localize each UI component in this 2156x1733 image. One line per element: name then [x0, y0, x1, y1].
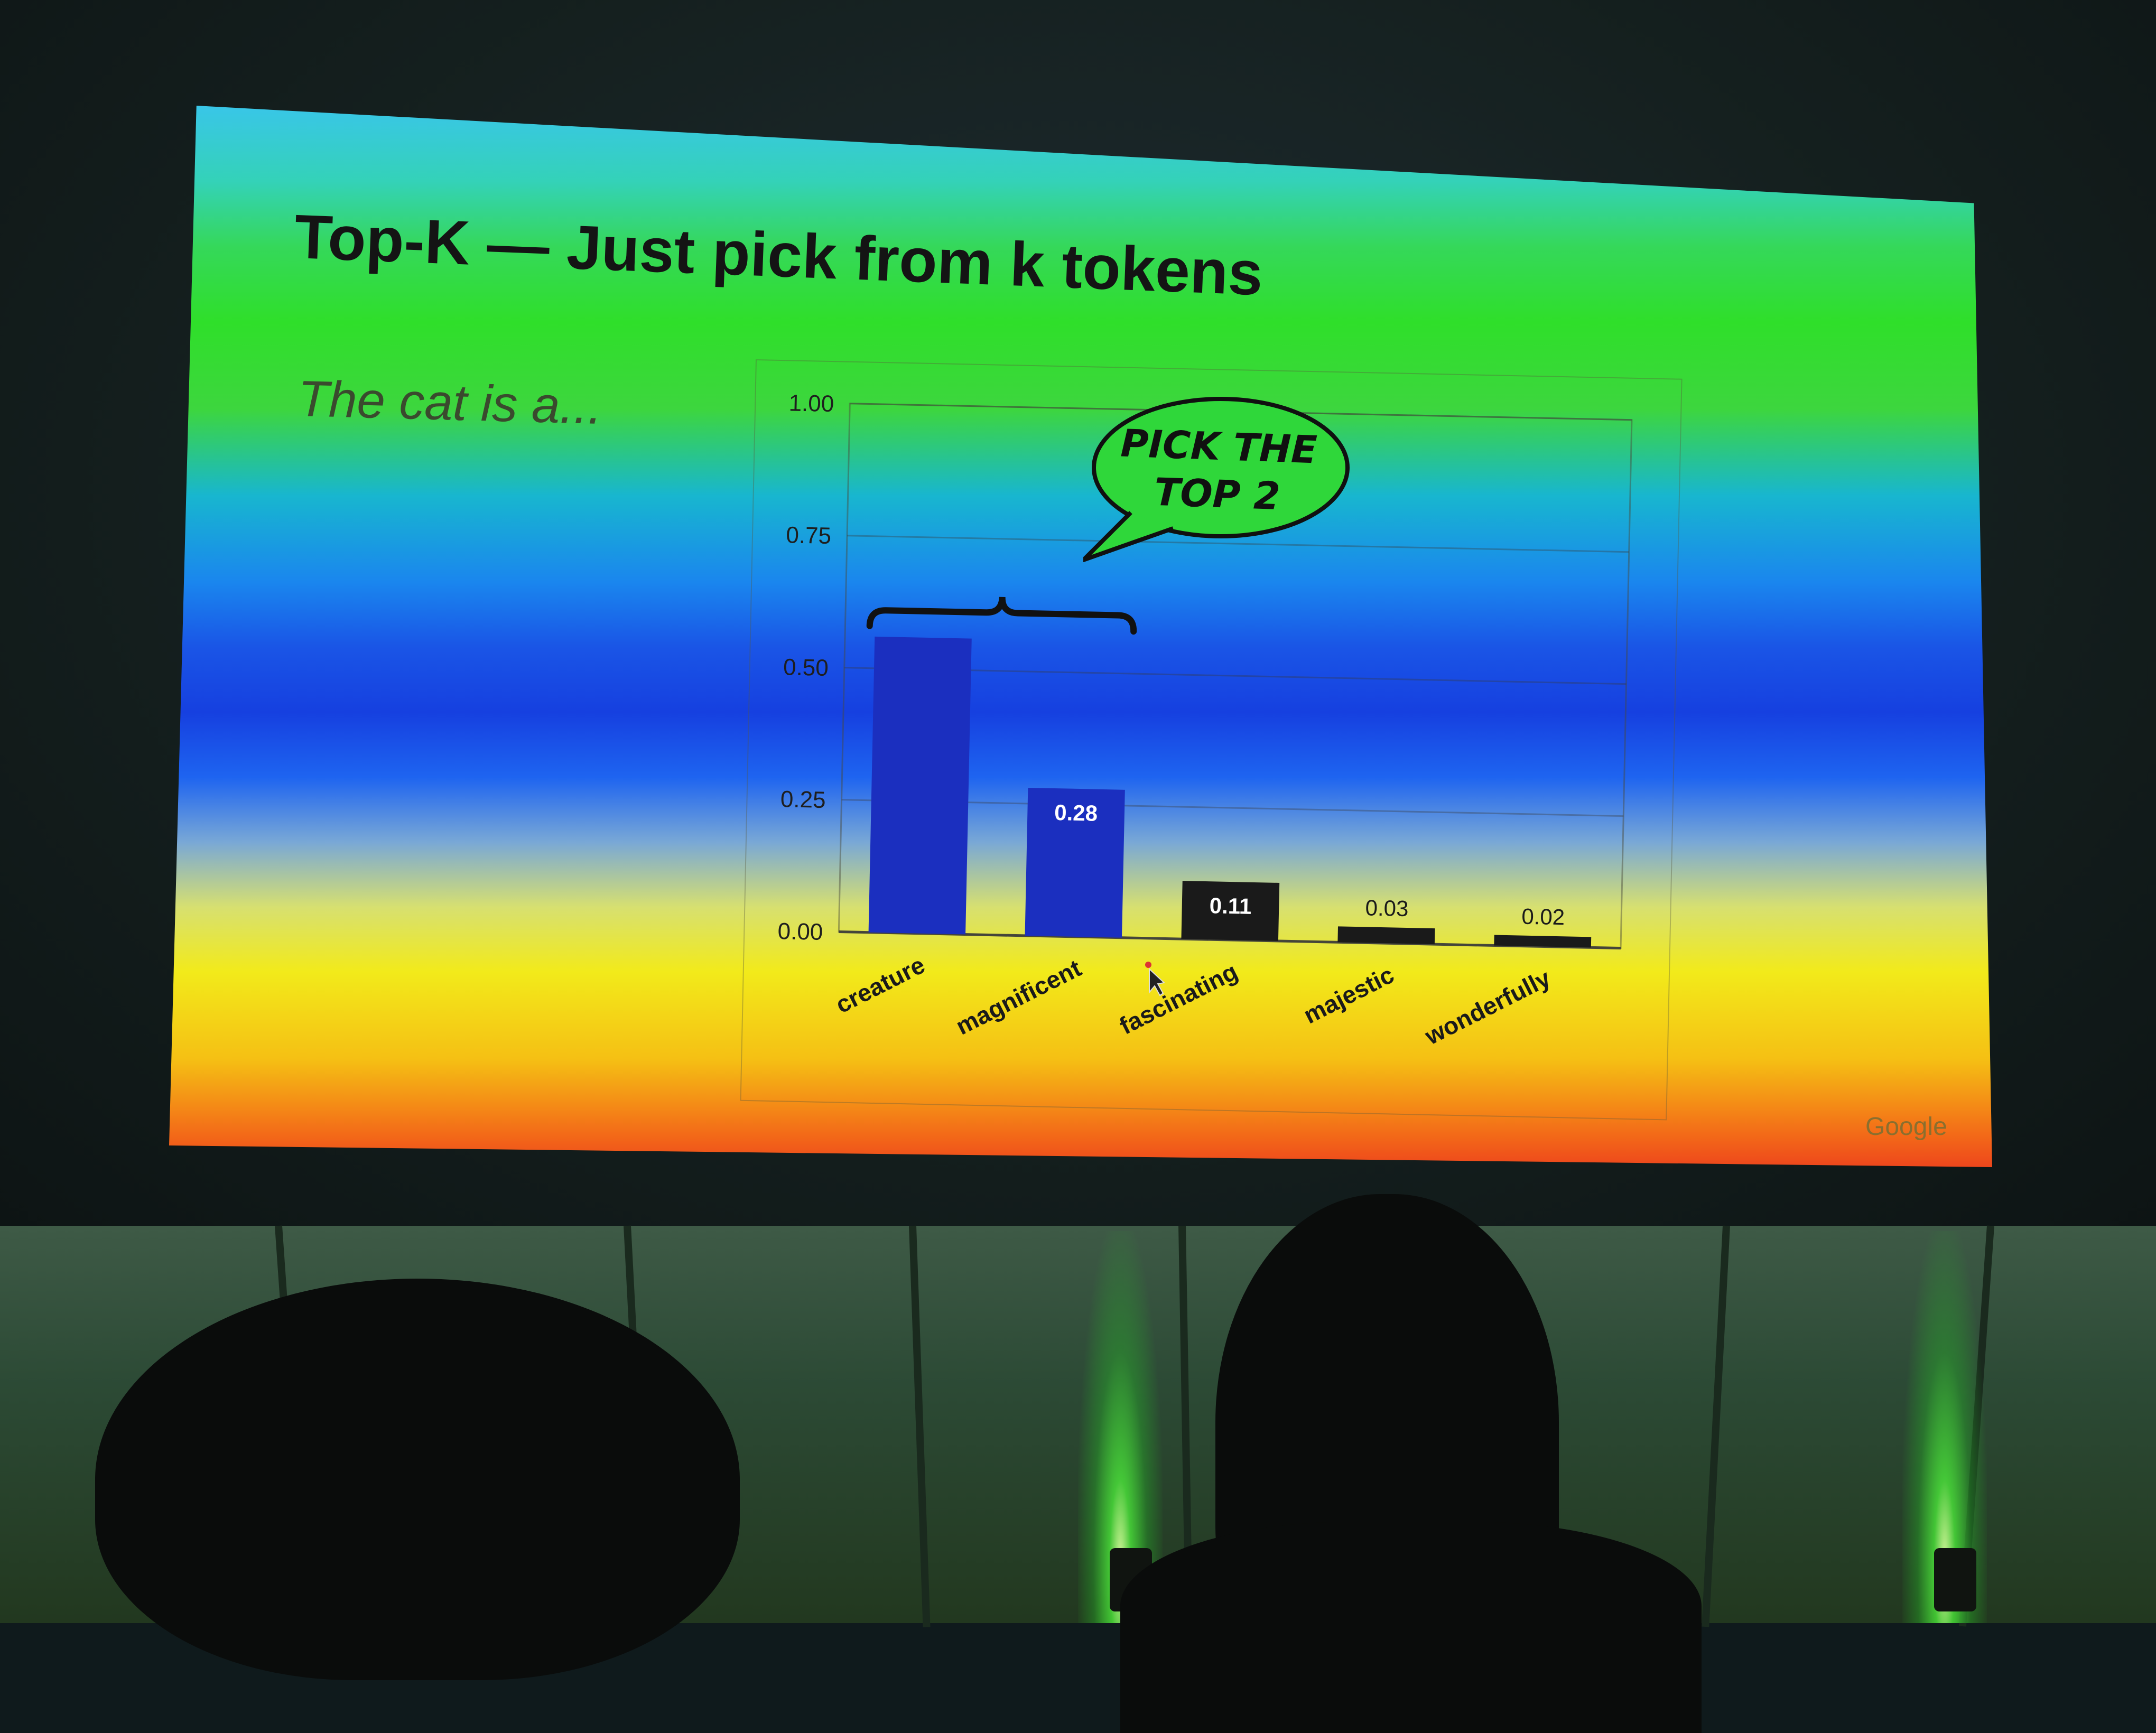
y-tick-label: 1.00	[788, 390, 834, 417]
bar-wonderfully	[1494, 935, 1592, 948]
x-tick-label: fascinating	[1115, 957, 1242, 1040]
floor-lamp	[1934, 1548, 1976, 1611]
prompt-text: The cat is a...	[297, 370, 603, 435]
audience-head-left	[95, 1279, 740, 1680]
y-tick-label: 0.25	[780, 786, 826, 813]
bar-creature	[868, 636, 972, 935]
x-tick-label: magnificent	[951, 954, 1085, 1040]
pointer-cursor-icon	[1145, 962, 1165, 996]
x-tick-label: wonderfully	[1420, 964, 1555, 1050]
gridline	[847, 535, 1629, 553]
bar-majestic	[1337, 926, 1435, 945]
gridline	[841, 799, 1624, 817]
callout-line-1: PICK THE	[1120, 421, 1318, 472]
google-logo: Google	[1865, 1113, 1947, 1141]
y-tick-label: 0.50	[783, 654, 829, 681]
gridline	[844, 667, 1627, 685]
callout-line-2: TOP 2	[1153, 469, 1281, 519]
data-label: 0.02	[1521, 904, 1565, 930]
bar-chart: 0.00 0.25 0.50 0.75 1.00 creature 0.28 magnific…	[777, 390, 1633, 1050]
x-tick-label: majestic	[1299, 961, 1398, 1029]
speech-bubble	[1083, 397, 1350, 562]
data-label: 0.11	[1209, 893, 1251, 919]
y-tick-label: 0.75	[786, 522, 832, 549]
bar-fascinating	[1181, 881, 1280, 941]
top-k-brace	[866, 597, 1137, 635]
projection-screen	[169, 106, 1992, 1167]
x-tick-label: creature	[831, 951, 930, 1019]
y-tick-label: 0.00	[777, 918, 823, 945]
audience-shoulders-right	[1120, 1522, 1702, 1733]
data-label: 0.28	[1054, 800, 1098, 826]
bar-magnificent	[1025, 787, 1125, 938]
speech-bubble-text: PICK THE TOP 2	[1098, 418, 1339, 522]
data-label: 0.03	[1365, 895, 1409, 921]
